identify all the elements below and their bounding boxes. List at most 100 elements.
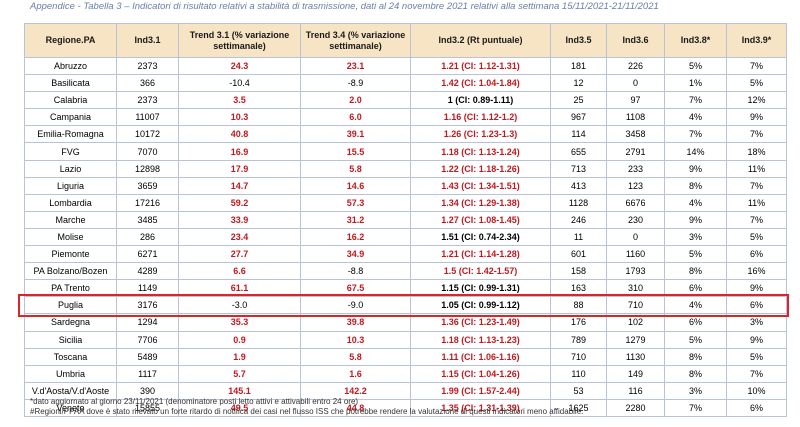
ind32-cell: 1.51 (CI: 0.74-2.34) [410,227,551,247]
ind31-cell: 17216 [116,193,179,212]
column-header: Ind3.5 [550,23,607,58]
ind35-cell: 53 [550,381,607,400]
trend34-cell: 16.2 [300,227,411,247]
ind35-cell: 713 [550,159,607,178]
trend31-cell: 14.7 [178,176,301,195]
region-cell: Abruzzo [24,56,117,76]
ind38-cell: 5% [664,330,727,349]
ind36-cell: 226 [606,56,665,76]
ind36-cell: 2280 [606,398,665,417]
trend31-cell: 16.9 [178,142,301,161]
ind36-cell: 1793 [606,262,665,281]
ind31-cell: 286 [116,227,179,247]
trend34-cell: 2.0 [300,91,411,110]
trend31-cell: 61.1 [178,279,301,298]
ind38-cell: 9% [664,210,727,229]
ind32-cell: 1.16 (CI: 1.12-1.2) [410,108,551,127]
column-header: Ind3.1 [116,23,179,58]
ind31-cell: 1117 [116,364,179,383]
trend34-cell: 39.8 [300,313,411,332]
ind38-cell: 5% [664,245,727,264]
ind31-cell: 6271 [116,245,179,264]
ind35-cell: 601 [550,245,607,264]
trend31-cell: 33.9 [178,210,301,229]
ind31-cell: 1149 [116,279,179,298]
region-cell: Basilicata [24,74,117,93]
table-row: Sardegna 1294 35.3 39.8 1.36 (CI: 1.23-1.49)… [24,313,787,332]
table-row: PA Trento 1149 61.1 67.5 1.15 (CI: 0.99-1.31… [24,279,787,298]
ind35-cell: 246 [550,210,607,229]
region-cell: Liguria [24,176,117,195]
ind32-cell: 1 (CI: 0.89-1.11) [410,91,551,110]
table-header: Regione.PA Ind3.1 Trend 3.1 (% variazione … [24,23,787,58]
ind32-cell: 1.34 (CI: 1.29-1.38) [410,193,551,212]
column-header: Trend 3.4 (% variazione settimanale) [300,23,411,58]
ind36-cell: 6676 [606,193,665,212]
ind32-cell: 1.18 (CI: 1.13-1.23) [410,330,551,349]
ind38-cell: 5% [664,56,727,76]
ind35-cell: 25 [550,91,607,110]
ind35-cell: 1128 [550,193,607,212]
region-cell: Veneto [24,398,117,417]
trend34-cell: 1.6 [300,364,411,383]
trend31-cell: 23.4 [178,227,301,247]
table-row: PA Bolzano/Bozen 4289 6.6 -8.8 1.5 (CI: 1.42… [24,262,787,281]
column-header: Ind3.9* [726,23,787,58]
ind38-cell: 8% [664,347,727,366]
indicators-table: Regione.PA Ind3.1 Trend 3.1 (% variazione … [24,23,787,417]
table-row: Emilia-Romagna 10172 40.8 39.1 1.26 (CI: 1.2… [24,125,787,144]
region-cell: Lazio [24,159,117,178]
ind39-cell: 10% [726,381,787,400]
ind36-cell: 1279 [606,330,665,349]
ind36-cell: 123 [606,176,665,195]
ind36-cell: 1130 [606,347,665,366]
region-cell: Toscana [24,347,117,366]
ind32-cell: 1.21 (CI: 1.12-1.31) [410,56,551,76]
ind39-cell: 11% [726,193,787,212]
ind31-cell: 3659 [116,176,179,195]
table-row: Basilicata 366 -10.4 -8.9 1.42 (CI: 1.04-1.8… [24,74,787,93]
ind35-cell: 158 [550,262,607,281]
ind31-cell: 2373 [116,91,179,110]
trend34-cell: 14.6 [300,176,411,195]
ind32-cell: 1.42 (CI: 1.04-1.84) [410,74,551,93]
table-row: FVG 7070 16.9 15.5 1.18 (CI: 1.13-1.24) 655 27… [24,142,787,161]
ind39-cell: 9% [726,279,787,298]
table-row: Lombardia 17216 59.2 57.3 1.34 (CI: 1.29-1.3… [24,193,787,212]
trend34-cell: 15.5 [300,142,411,161]
ind36-cell: 116 [606,381,665,400]
ind36-cell: 0 [606,74,665,93]
ind32-cell: 1.43 (CI: 1.34-1.51) [410,176,551,195]
ind31-cell: 5489 [116,347,179,366]
trend34-cell: 39.1 [300,125,411,144]
trend31-cell: 1.9 [178,347,301,366]
ind39-cell: 18% [726,142,787,161]
ind39-cell: 12% [726,91,787,110]
ind36-cell: 1160 [606,245,665,264]
ind32-cell: 1.21 (CI: 1.14-1.28) [410,245,551,264]
ind39-cell: 3% [726,313,787,332]
table-row: Veneto 15855 49.5 44.8 1.35 (CI: 1.31-1.39) 1… [24,398,787,417]
trend31-cell: 5.7 [178,364,301,383]
highlight-box-sardegna [18,294,789,317]
ind31-cell: 366 [116,74,179,93]
ind39-cell: 5% [726,74,787,93]
ind39-cell: 16% [726,262,787,281]
trend31-cell: 6.6 [178,262,301,281]
ind36-cell: 102 [606,313,665,332]
trend34-cell: 34.9 [300,245,411,264]
trend31-cell: 27.7 [178,245,301,264]
trend31-cell: 0.9 [178,330,301,349]
column-header: Regione.PA [24,23,117,58]
column-header: Trend 3.1 (% variazione settimanale) [178,23,301,58]
ind32-cell: 1.18 (CI: 1.13-1.24) [410,142,551,161]
ind31-cell: 7070 [116,142,179,161]
ind32-cell: 1.26 (CI: 1.23-1.3) [410,125,551,144]
ind36-cell: 97 [606,91,665,110]
trend31-cell: 59.2 [178,193,301,212]
ind31-cell: 4289 [116,262,179,281]
ind39-cell: 6% [726,296,787,315]
ind38-cell: 3% [664,227,727,247]
ind39-cell: 9% [726,330,787,349]
trend34-cell: 6.0 [300,108,411,127]
